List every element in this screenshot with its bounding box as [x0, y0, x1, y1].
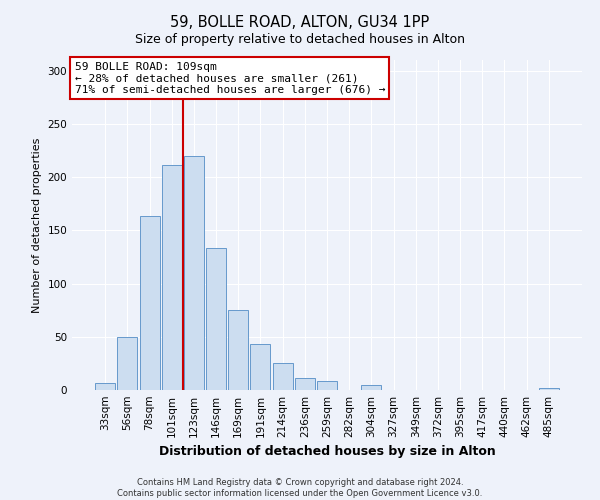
Bar — [162, 166, 182, 390]
Bar — [295, 378, 315, 390]
Bar — [140, 216, 160, 390]
Bar — [228, 310, 248, 390]
Text: 59 BOLLE ROAD: 109sqm
← 28% of detached houses are smaller (261)
71% of semi-det: 59 BOLLE ROAD: 109sqm ← 28% of detached … — [74, 62, 385, 95]
Bar — [118, 337, 137, 390]
Text: 59, BOLLE ROAD, ALTON, GU34 1PP: 59, BOLLE ROAD, ALTON, GU34 1PP — [170, 15, 430, 30]
Bar — [250, 344, 271, 390]
Bar — [95, 382, 115, 390]
Bar — [272, 364, 293, 390]
Bar — [184, 156, 204, 390]
Bar — [317, 382, 337, 390]
Bar — [539, 388, 559, 390]
Y-axis label: Number of detached properties: Number of detached properties — [32, 138, 42, 312]
X-axis label: Distribution of detached houses by size in Alton: Distribution of detached houses by size … — [158, 446, 496, 458]
Text: Size of property relative to detached houses in Alton: Size of property relative to detached ho… — [135, 32, 465, 46]
Bar — [361, 384, 382, 390]
Bar — [206, 248, 226, 390]
Text: Contains HM Land Registry data © Crown copyright and database right 2024.
Contai: Contains HM Land Registry data © Crown c… — [118, 478, 482, 498]
